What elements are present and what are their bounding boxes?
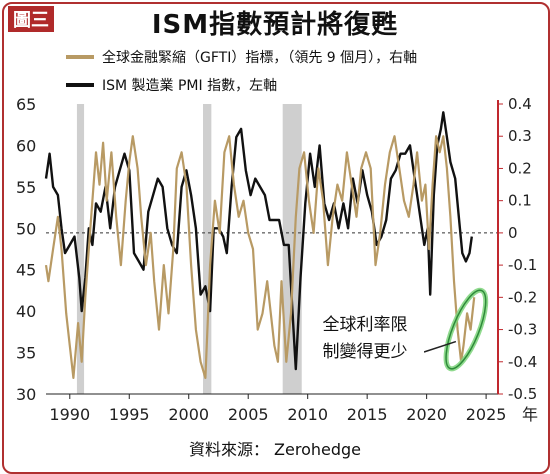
- left-tick-label-5: 55: [16, 178, 36, 197]
- highlight-ellipse-outline: [445, 289, 487, 370]
- x-tick-label-7: 2025: [466, 405, 507, 424]
- left-tick-label-6: 60: [16, 136, 36, 155]
- legend-label-gfti: 全球金融緊縮（GFTI）指標，（領先 9 個月），右軸: [102, 50, 418, 66]
- annotation-line-2: 制變得更少: [322, 342, 408, 362]
- annotation-line-1: 全球利率限: [322, 315, 408, 335]
- left-tick-label-4: 50: [16, 219, 36, 238]
- chart-annotation: 全球利率限 制變得更少: [306, 312, 424, 366]
- figure-badge: 圖三: [8, 6, 54, 32]
- right-tick-label-2: -0.3: [508, 321, 537, 339]
- right-tick-label-5: 0: [508, 224, 518, 242]
- right-tick-label-1: -0.4: [508, 353, 537, 371]
- series-line-gfti: [44, 135, 476, 379]
- right-tick-label-6: 0.1: [508, 192, 532, 210]
- x-tick-label-5: 2015: [347, 405, 388, 424]
- x-tick-label-4: 2010: [287, 405, 328, 424]
- annotation-pointer: [423, 340, 457, 353]
- recession-band-0: [76, 104, 85, 394]
- left-tick-label-2: 40: [16, 302, 36, 321]
- x-tick-label-2: 2000: [168, 405, 209, 424]
- legend-item-ism: ISM 製造業 PMI 指數，左軸: [66, 76, 277, 94]
- right-tick-label-7: 0.2: [508, 159, 532, 177]
- chart-title: ISM指數預計將復甦: [151, 10, 399, 40]
- legend-swatch-gfti: [66, 55, 94, 59]
- x-tick-label-3: 2005: [228, 405, 269, 424]
- right-tick-label-9: 0.4: [508, 95, 532, 113]
- left-tick-label-3: 45: [16, 261, 36, 280]
- legend-item-gfti: 全球金融緊縮（GFTI）指標，（領先 9 個月），右軸: [66, 48, 417, 66]
- x-tick-label-1: 1995: [109, 405, 150, 424]
- right-tick-label-8: 0.3: [508, 127, 532, 145]
- recession-band-1: [203, 104, 212, 394]
- right-tick-label-0: -0.5: [508, 385, 537, 403]
- recession-band-2: [282, 104, 302, 394]
- right-tick-label-4: -0.1: [508, 256, 537, 274]
- source-note: 資料來源： Zerohedge: [188, 440, 362, 459]
- legend-label-ism: ISM 製造業 PMI 指數，左軸: [102, 78, 278, 94]
- legend-swatch-ism: [66, 83, 94, 87]
- right-tick-label-3: -0.2: [508, 288, 537, 306]
- left-tick-label-0: 30: [16, 385, 36, 404]
- x-tick-label-6: 2020: [406, 405, 447, 424]
- left-tick-label-1: 35: [16, 344, 36, 363]
- x-unit-label: 年: [522, 405, 538, 424]
- left-tick-label-7: 65: [16, 95, 36, 114]
- x-tick-label-0: 1990: [49, 405, 90, 424]
